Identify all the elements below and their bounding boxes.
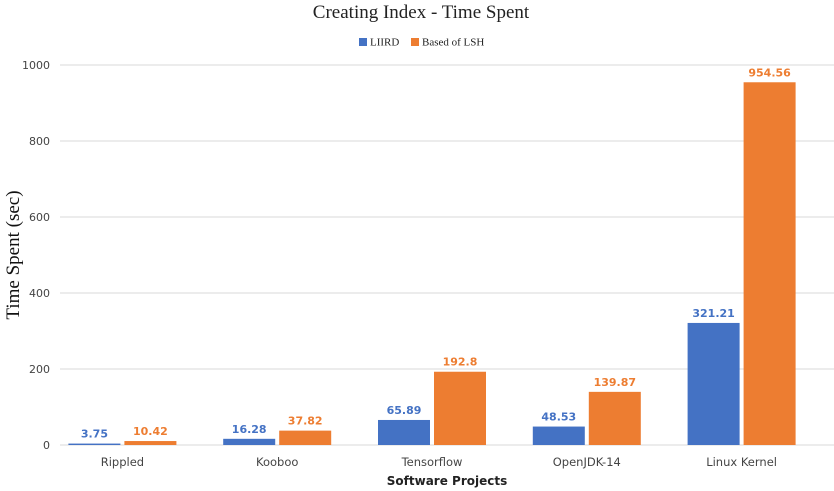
data-label: 321.21 (692, 307, 734, 320)
x-category-label: OpenJDK-14 (553, 455, 621, 469)
y-tick-label: 400 (29, 287, 50, 300)
legend-label-lsh: Based of LSH (422, 37, 484, 49)
data-label: 65.89 (387, 404, 422, 417)
legend-label-liird: LIIRD (370, 37, 399, 49)
y-tick-label: 1000 (22, 59, 50, 72)
x-category-label: Linux Kernel (706, 455, 777, 469)
data-label: 192.8 (443, 356, 478, 369)
x-category-label: Tensorflow (401, 455, 463, 469)
data-label: 37.82 (288, 415, 323, 428)
y-axis-ticks: 0 200 400 600 800 1000 (22, 59, 50, 452)
bar-liird (223, 438, 276, 445)
x-axis-categories: Rippled Kooboo Tensorflow OpenJDK-14 Linux K… (101, 455, 777, 469)
data-label: 139.87 (594, 376, 636, 389)
data-label: 3.75 (81, 428, 108, 441)
data-label: 10.42 (133, 425, 168, 438)
bar-lsh (743, 82, 796, 445)
legend: LIIRD Based of LSH (359, 37, 484, 49)
legend-swatch-liird (359, 38, 367, 46)
y-tick-label: 200 (29, 363, 50, 376)
bar-lsh (124, 441, 177, 445)
bars (68, 82, 796, 445)
x-axis-title: Software Projects (387, 474, 507, 488)
data-label: 48.53 (541, 411, 576, 424)
legend-swatch-lsh (411, 38, 419, 46)
data-label: 16.28 (232, 423, 267, 436)
x-category-label: Kooboo (256, 455, 298, 469)
bar-liird (532, 426, 585, 445)
bar-liird (378, 419, 430, 445)
bar-liird (68, 443, 121, 445)
x-category-label: Rippled (101, 455, 144, 469)
data-labels: 3.75 10.42 16.28 37.82 65.89 192.8 48.53 139.87… (81, 66, 791, 440)
bar-lsh (279, 430, 332, 445)
y-tick-label: 600 (29, 211, 50, 224)
chart-title: Creating Index - Time Spent (313, 2, 530, 23)
y-axis-title: Time Spent (sec) (3, 190, 24, 319)
bar-lsh (588, 391, 641, 445)
bar-liird (687, 322, 740, 445)
data-label: 954.56 (748, 66, 791, 79)
y-tick-label: 800 (29, 135, 50, 148)
y-tick-label: 0 (43, 439, 50, 452)
bar-lsh (434, 371, 486, 445)
